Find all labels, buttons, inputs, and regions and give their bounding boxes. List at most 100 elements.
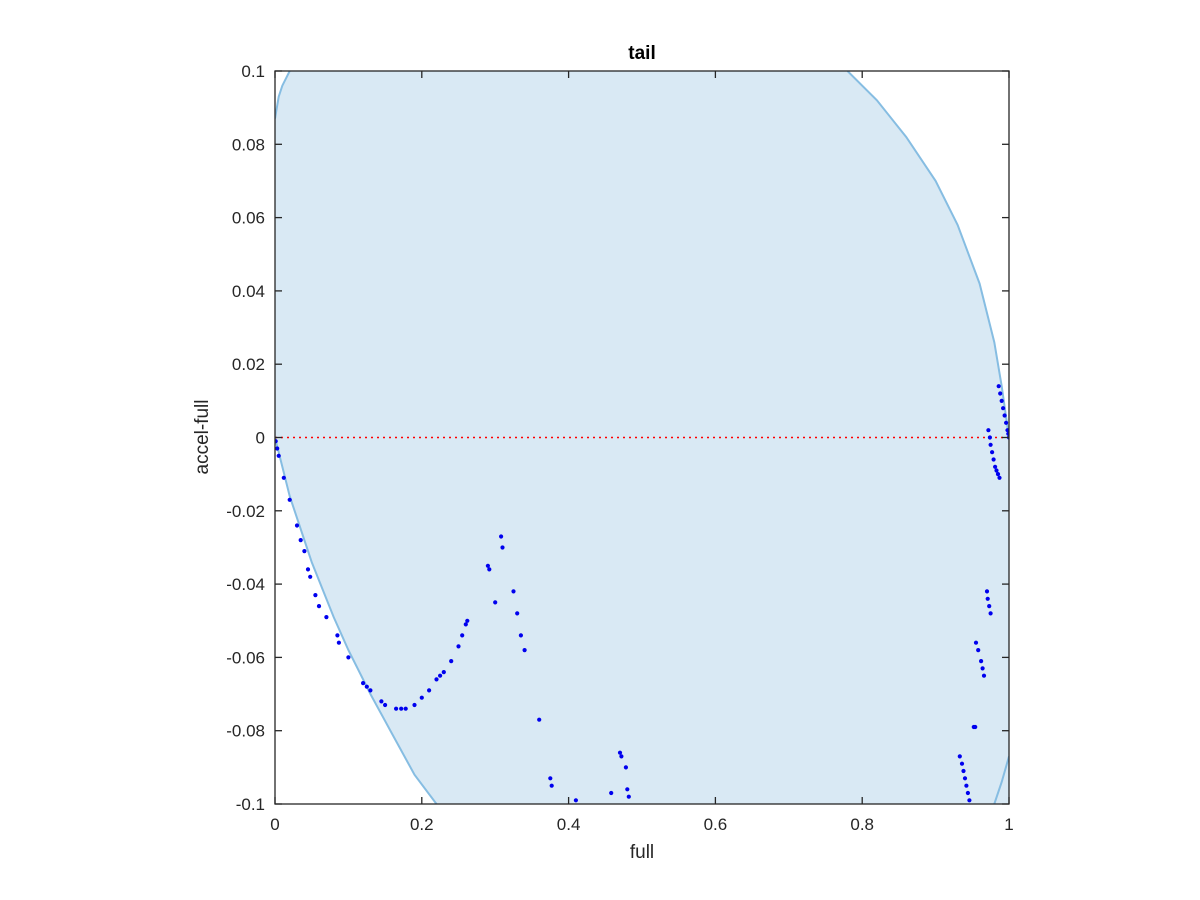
x-tick-label-3: 0.6: [704, 815, 728, 834]
x-axis-ticks: 0 0.2 0.4 0.6 0.8 1: [270, 71, 1014, 834]
data-point-0-39: [500, 545, 505, 550]
y-tick-label-3: -0.04: [226, 575, 265, 594]
data-point-0-57: [990, 450, 995, 455]
data-point-0-77: [976, 648, 981, 653]
data-point-0-24: [412, 702, 417, 708]
data-point-0-36: [487, 567, 492, 572]
data-point-0-65: [999, 398, 1004, 403]
data-point-0-48: [609, 790, 614, 796]
data-point-0-28: [438, 673, 443, 678]
y-tick-label-5: 0: [256, 429, 265, 448]
data-point-0-67: [1002, 413, 1007, 418]
data-point-0-58: [991, 457, 996, 462]
x-tick-label-1: 0.2: [410, 815, 434, 834]
data-point-0-37: [493, 600, 498, 605]
data-point-0-19: [379, 699, 384, 704]
data-point-0-14: [336, 640, 341, 645]
x-tick-label-5: 1: [1004, 815, 1013, 834]
data-point-0-79: [980, 666, 985, 671]
data-point-0-29: [441, 670, 446, 675]
y-tick-label-8: 0.06: [232, 209, 265, 228]
data-point-0-55: [987, 435, 993, 440]
y-tick-label-10: 0.1: [241, 62, 265, 81]
data-point-0-34: [465, 618, 470, 623]
data-point-0-74: [987, 604, 992, 609]
data-point-0-85: [961, 768, 966, 774]
y-tick-label-7: 0.04: [232, 282, 265, 301]
data-point-0-16: [361, 681, 366, 686]
data-point-0-6: [298, 538, 303, 543]
data-point-0-23: [403, 706, 408, 711]
data-point-0-43: [522, 648, 527, 653]
chart-title: tail: [628, 43, 655, 64]
data-point-0-76: [973, 640, 979, 645]
data-point-0-63: [996, 384, 1001, 389]
data-point-0-33: [463, 622, 468, 627]
data-point-0-12: [324, 615, 329, 620]
y-tick-label-4: -0.02: [226, 502, 265, 521]
data-point-0-7: [302, 549, 307, 554]
data-point-0-8: [305, 567, 311, 572]
data-point-0-1: [275, 446, 280, 451]
y-tick-label-2: -0.06: [226, 648, 265, 667]
data-point-0-60: [994, 468, 999, 473]
data-point-0-22: [399, 706, 404, 711]
data-point-0-82: [973, 724, 978, 730]
data-point-0-61: [995, 472, 1001, 477]
data-point-0-62: [997, 475, 1002, 480]
data-point-0-56: [988, 442, 993, 447]
data-point-0-51: [623, 765, 629, 770]
data-point-0-20: [383, 702, 388, 708]
region-edge-top-left: [275, 71, 291, 119]
data-point-0-69: [1005, 428, 1009, 433]
data-point-0-88: [965, 790, 971, 796]
data-point-0-30: [449, 659, 454, 664]
data-point-0-4: [287, 497, 292, 502]
data-point-0-70: [1006, 431, 1009, 436]
data-point-0-44: [537, 717, 542, 722]
data-point-0-2: [276, 453, 281, 458]
data-point-0-73: [985, 596, 990, 601]
y-tick-label-0: -0.1: [236, 795, 265, 814]
y-axis-label: accel-full: [192, 400, 213, 475]
x-tick-label-4: 0.8: [850, 815, 874, 834]
data-point-0-17: [364, 684, 369, 689]
data-point-0-78: [979, 659, 984, 664]
data-point-0-15: [346, 655, 351, 660]
region-edge-right: [846, 71, 1009, 438]
data-point-0-35: [485, 563, 490, 568]
y-tick-label-6: 0.02: [232, 355, 265, 374]
data-point-0-53: [626, 794, 631, 799]
y-axis-ticks: -0.1 -0.08 -0.06 -0.04 -0.02 0 0.02 0.04 0.06 0.0…: [226, 62, 1009, 814]
data-point-0-80: [981, 673, 987, 678]
data-point-0-75: [988, 611, 993, 616]
data-point-0-25: [419, 695, 424, 700]
data-point-0-87: [964, 783, 969, 788]
data-point-0-50: [619, 754, 624, 759]
data-point-0-49: [617, 750, 623, 755]
data-point-0-13: [335, 633, 340, 638]
data-point-0-9: [308, 574, 313, 579]
data-point-0-40: [511, 589, 516, 594]
data-point-0-31: [456, 644, 461, 649]
data-point-0-3: [281, 475, 286, 480]
x-tick-label-2: 0.4: [557, 815, 581, 834]
data-point-0-42: [518, 633, 524, 638]
data-point-0-64: [998, 391, 1003, 396]
data-point-0-59: [993, 464, 998, 469]
data-points-layer: [275, 384, 1009, 803]
x-tick-label-0: 0: [270, 815, 279, 834]
data-point-0-46: [549, 783, 554, 788]
region-edge-lower-right: [993, 756, 1009, 804]
data-point-0-21: [394, 706, 399, 711]
data-point-0-84: [959, 761, 965, 766]
data-point-0-45: [548, 776, 553, 781]
data-point-0-32: [460, 633, 465, 638]
data-point-0-5: [294, 523, 300, 528]
data-point-0-89: [967, 798, 972, 803]
data-point-0-18: [368, 688, 373, 693]
data-point-0-47: [573, 798, 579, 803]
data-point-0-38: [499, 534, 504, 539]
data-point-0-11: [316, 604, 322, 609]
data-point-0-66: [1001, 406, 1006, 411]
